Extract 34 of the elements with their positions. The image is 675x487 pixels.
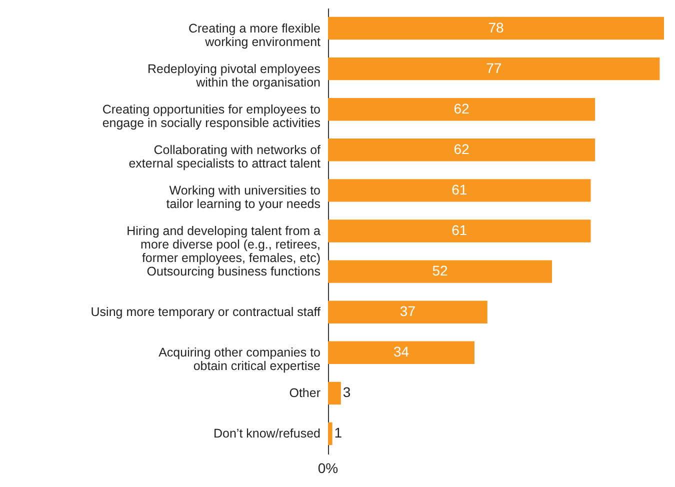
y-tick-label: Outsourcing business functions: [146, 264, 320, 279]
bar: [328, 422, 332, 446]
bar: [328, 341, 474, 364]
bar: [328, 300, 488, 324]
data-label: 77: [486, 60, 502, 76]
data-label: 61: [452, 181, 468, 198]
bar: [328, 16, 664, 40]
data-label: 62: [454, 140, 470, 157]
bar: [328, 179, 591, 202]
y-tick-label: Don’t know/refused: [213, 426, 321, 441]
text: 0%: [318, 460, 338, 476]
data-label: 3: [342, 384, 351, 400]
data-label: 1: [334, 424, 342, 441]
y-tick-label: Creating opportunities for employees to engage in socially responsible activities: [102, 102, 321, 130]
data-label: 34: [393, 344, 410, 360]
data-label: 62: [454, 100, 470, 116]
y-tick-label: Working with universities to tailor learning to your needs: [166, 183, 321, 211]
bar: [328, 98, 596, 121]
y-tick-label: Hiring and developing talent from a more diverse pool (e.g., retirees, former employees, females, etc): [126, 224, 321, 265]
data-label: 52: [432, 262, 448, 279]
y-tick-label: Creating a more flexible working environment: [188, 21, 322, 49]
bar: [328, 138, 596, 162]
y-tick-label: Collaborating with networks of external specialists to attract talent: [128, 142, 322, 170]
bar: [328, 260, 552, 283]
y-tick-label: Redeploying pivotal employees within the organisation: [147, 62, 321, 90]
bar: [328, 57, 660, 80]
data-label: 78: [488, 19, 504, 36]
bar: [328, 220, 591, 242]
bar: [328, 382, 341, 405]
data-label: 61: [452, 222, 468, 238]
data-label: 37: [400, 303, 416, 320]
y-tick-label: Using more temporary or contractual staff: [90, 305, 322, 320]
y-tick-label: Acquiring other companies to obtain critical expertise: [158, 346, 321, 374]
y-tick-label: Other: [289, 386, 320, 400]
